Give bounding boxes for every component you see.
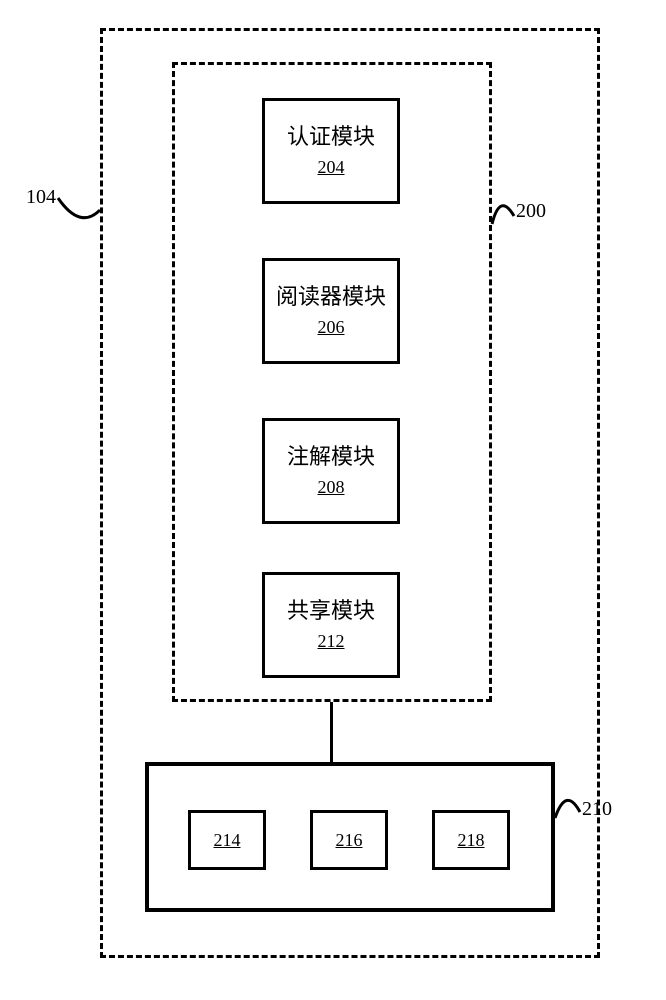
small-box: 216 <box>310 810 388 870</box>
small-box-ref-number: 218 <box>458 830 485 851</box>
small-box-ref-number: 216 <box>336 830 363 851</box>
small-box: 218 <box>432 810 510 870</box>
small-box-ref-number: 214 <box>214 830 241 851</box>
ref-label-210: 210 <box>582 798 612 821</box>
small-box: 214 <box>188 810 266 870</box>
diagram-canvas: 104 200 认证模块204阅读器模块206注解模块208共享模块212 21… <box>0 0 666 1000</box>
